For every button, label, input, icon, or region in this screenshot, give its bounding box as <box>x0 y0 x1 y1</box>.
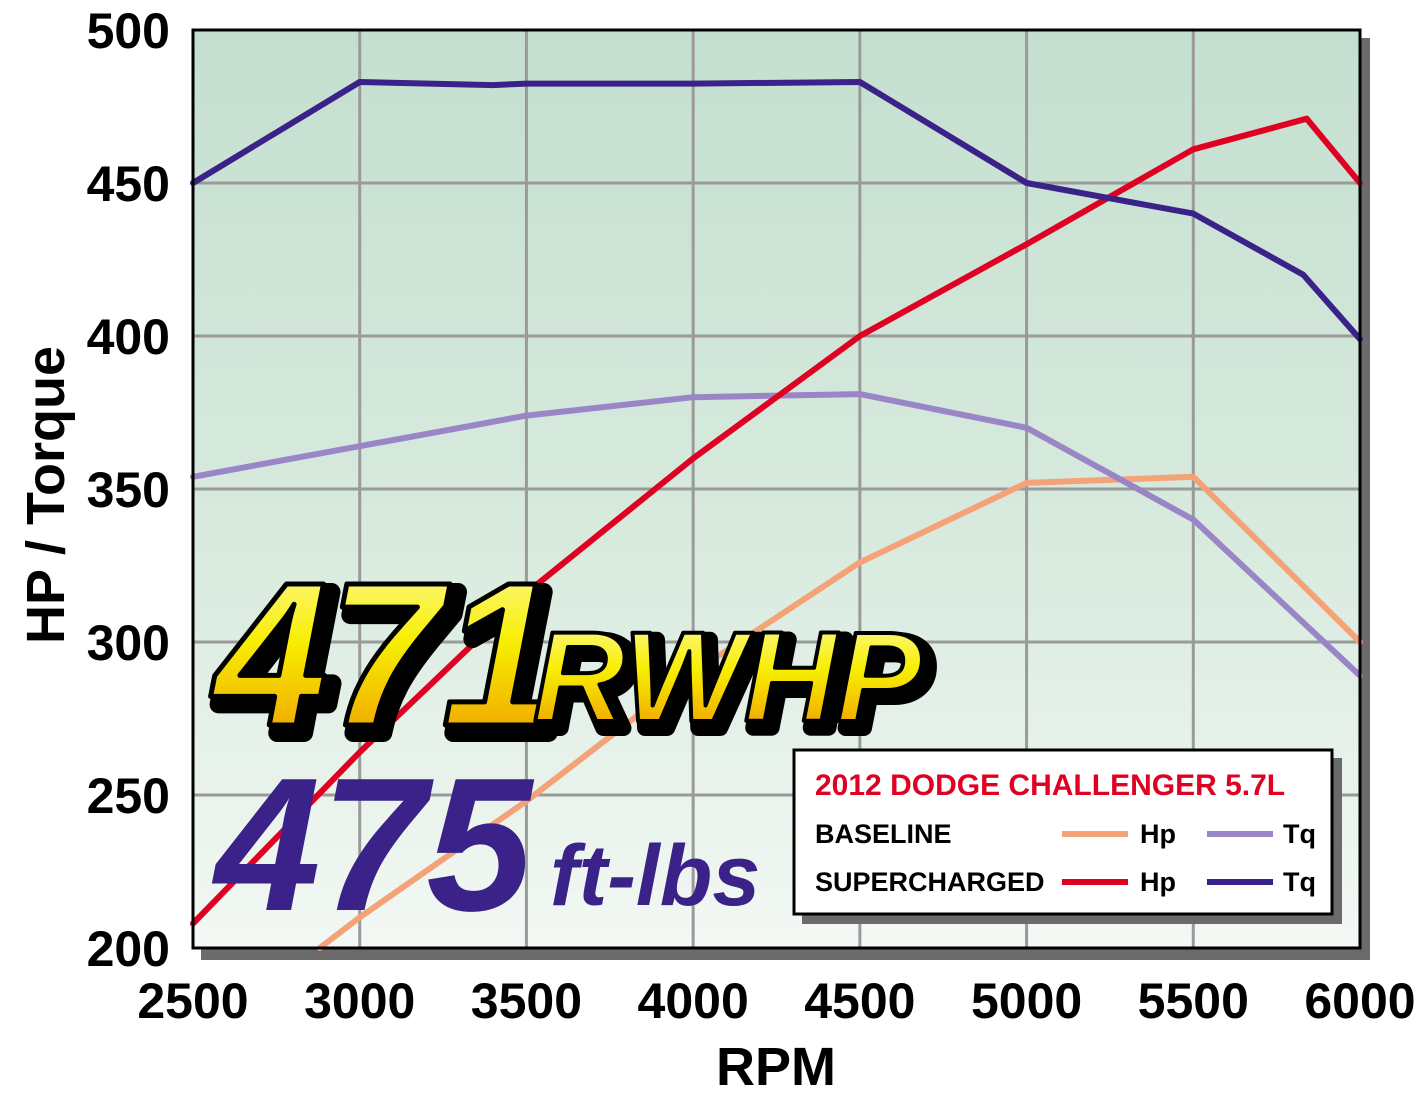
series-line-supercharged-tq <box>190 79 1363 343</box>
legend-baseline-hp-key: Hp <box>1140 819 1176 849</box>
y-tick-label-400: 400 <box>87 309 170 365</box>
x-tick-label-5500: 5500 <box>1138 973 1249 1029</box>
tq-callout-value: 475 <box>211 739 534 951</box>
y-tick-label-350: 350 <box>87 462 170 518</box>
x-tick-label-2500: 2500 <box>137 973 248 1029</box>
y-tick-label-200: 200 <box>87 921 170 977</box>
x-tick-label-3500: 3500 <box>471 973 582 1029</box>
legend-baseline-tq-key: Tq <box>1283 819 1316 849</box>
y-tick-label-500: 500 <box>87 3 170 59</box>
x-tick-label-6000: 6000 <box>1304 973 1415 1029</box>
x-tick-label-5000: 5000 <box>971 973 1082 1029</box>
y-tick-label-250: 250 <box>87 768 170 824</box>
plot-border <box>191 28 1362 950</box>
plot-area <box>190 28 1370 960</box>
legend-supercharged-tq-key: Tq <box>1283 867 1316 897</box>
hp-callout-value: 471 <box>210 540 556 769</box>
series-line-baseline-hp <box>316 473 1363 951</box>
tq-callout-unit: ft-lbs <box>550 828 760 924</box>
x-tick-label-3000: 3000 <box>304 973 415 1029</box>
legend-supercharged-hp-key: Hp <box>1140 867 1176 897</box>
y-tick-label-450: 450 <box>87 156 170 212</box>
y-tick-label-300: 300 <box>87 615 170 671</box>
y-tick-labels: 200 250 300 350 400 450 500 <box>87 3 170 977</box>
legend-row-baseline-label: BASELINE <box>815 819 952 849</box>
x-tick-labels: 2500 3000 3500 4000 4500 5000 5500 6000 <box>137 973 1415 1029</box>
hp-callout-shadow-value: 471 <box>218 548 564 777</box>
hp-callout-shadow-unit: RWHP <box>540 613 929 756</box>
legend-row-supercharged-label: SUPERCHARGED <box>815 867 1045 897</box>
legend-title: 2012 DODGE CHALLENGER 5.7L <box>815 769 1285 802</box>
x-axis-title: RPM <box>716 1037 836 1097</box>
x-tick-label-4500: 4500 <box>804 973 915 1029</box>
tq-callout: 475 ft-lbs <box>211 739 760 951</box>
hp-callout-unit: RWHP <box>533 606 922 749</box>
series-line-supercharged-hp <box>190 115 1363 927</box>
series-group <box>190 79 1363 951</box>
hp-callout: 471 471 RWHP RWHP <box>208 538 938 787</box>
legend: 2012 DODGE CHALLENGER 5.7L BASELINE Hp T… <box>792 748 1342 924</box>
x-tick-label-4000: 4000 <box>638 973 749 1029</box>
y-axis-title: HP / Torque <box>16 346 76 644</box>
